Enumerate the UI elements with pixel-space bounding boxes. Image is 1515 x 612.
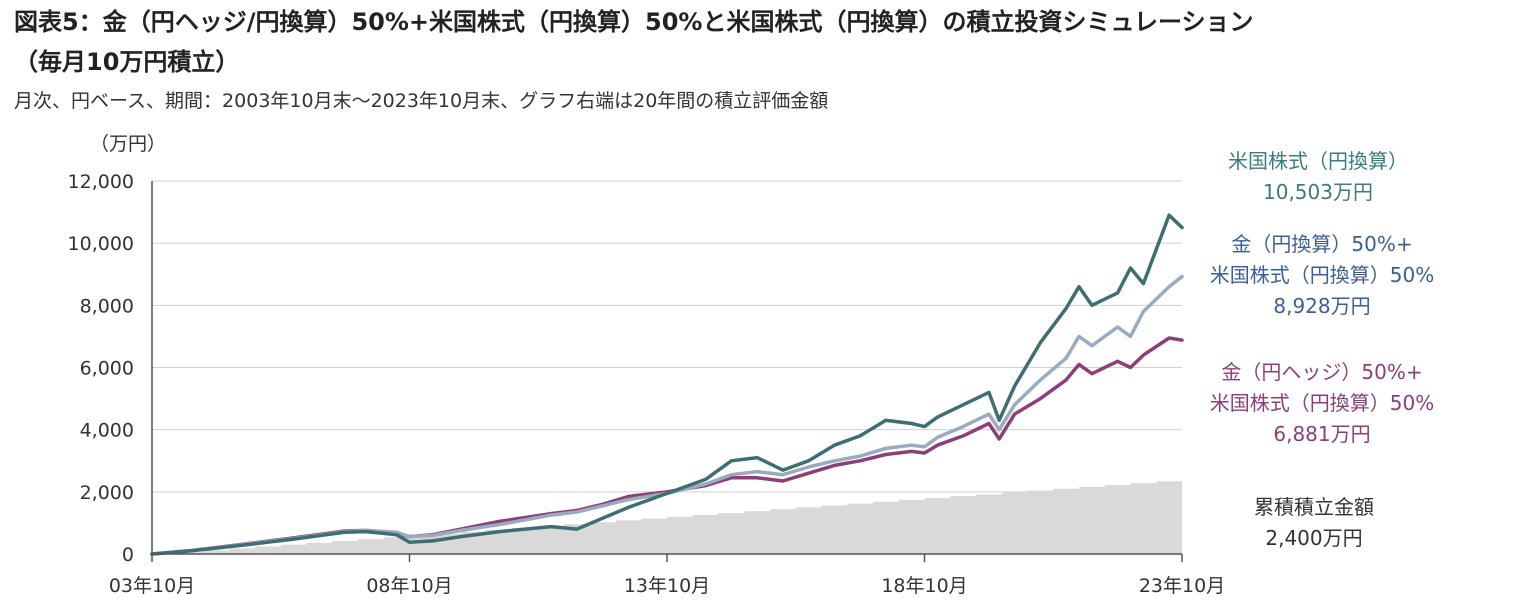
y-tick-label: 10,000 [68,233,134,255]
y-unit-label: （万円） [90,133,166,155]
y-tick-label: 6,000 [80,358,134,380]
y-tick-label: 0 [122,544,134,566]
chart-subtitle: 月次、円ベース、期間：2003年10月末～2023年10月末、グラフ右端は20年… [14,90,829,112]
series-layer [150,213,1184,556]
y-tick-label: 4,000 [80,420,134,442]
series-label-line: 10,503万円 [1263,180,1373,204]
y-tick-label: 8,000 [80,295,134,317]
x-tick-label: 08年10月 [366,575,452,597]
series-label-line: 米国株式（円換算）50% [1209,263,1435,287]
series-label-us_stock: 米国株式（円換算） 10,503万円 [1168,146,1468,208]
grid-lines [152,180,1182,493]
series-line-us_stock [150,213,1184,556]
y-tick-label: 2,000 [80,482,134,504]
chart-title: 図表5：金（円ヘッジ/円換算）50%+米国株式（円換算）50%と米国株式（円換算… [14,8,1254,36]
series-label-line: 8,928万円 [1273,294,1371,318]
x-tick-label: 03年10月 [109,575,195,597]
x-tick-label: 23年10月 [1139,575,1225,597]
axes: 0 2,000 4,000 6,000 8,000 10,000 12,000 03年10月 0… [68,171,1226,597]
y-tick-label: 12,000 [68,171,134,193]
series-label-gold_yen_50: 金（円換算）50%+ 米国株式（円換算）50% 8,928万円 [1172,229,1472,322]
series-label-line: 6,881万円 [1273,422,1371,446]
series-label-line: 米国株式（円換算） [1228,149,1408,173]
series-label-line: 累積積立金額 [1254,495,1374,519]
chart-title-line2: （毎月10万円積立） [14,48,240,76]
series-label-line: 金（円換算）50%+ [1231,232,1413,256]
x-tick-label: 18年10月 [881,575,967,597]
series-label-gold_hedge_50: 金（円ヘッジ）50%+ 米国株式（円換算）50% 6,881万円 [1172,357,1472,450]
x-tick-label: 13年10月 [624,575,710,597]
series-label-cumulative: 累積積立金額 2,400万円 [1164,492,1464,554]
series-line-gold_yen_50 [150,274,1184,556]
series-label-line: 米国株式（円換算）50% [1209,391,1435,415]
series-label-line: 金（円ヘッジ）50%+ [1221,360,1423,384]
series-label-line: 2,400万円 [1265,526,1363,550]
